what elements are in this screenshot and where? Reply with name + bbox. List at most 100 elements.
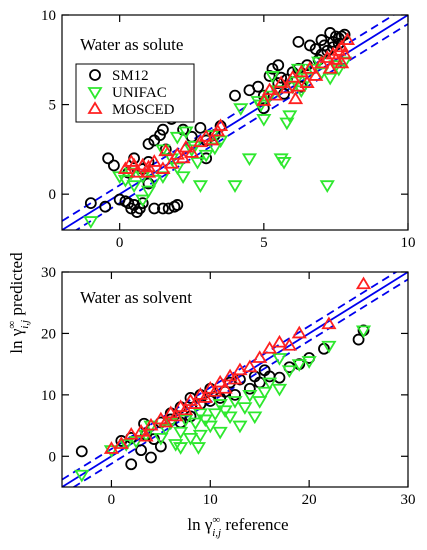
point-mosced: [169, 147, 185, 160]
point-unifac: [182, 432, 199, 446]
point-mosced: [207, 384, 223, 397]
point-sm12: [315, 34, 328, 46]
y-axis-label: ln γ∞i,j predicted: [6, 252, 31, 354]
point-mosced: [262, 82, 278, 96]
point-unifac: [247, 411, 263, 425]
tolerance-line: [74, 23, 408, 230]
point-unifac: [222, 411, 238, 425]
point-sm12: [84, 197, 97, 210]
point-mosced: [158, 143, 174, 157]
point-mosced: [212, 374, 228, 388]
legend-marker-unifac: [87, 87, 103, 100]
point-mosced: [158, 414, 174, 428]
point-unifac: [169, 131, 185, 145]
point-unifac: [190, 442, 207, 455]
point-unifac: [271, 353, 288, 366]
point-sm12: [292, 35, 305, 48]
point-unifac: [178, 126, 194, 140]
point-unifac: [279, 117, 295, 131]
point-mosced: [138, 428, 154, 442]
point-unifac: [290, 63, 307, 77]
point-mosced: [217, 380, 233, 394]
point-mosced: [133, 423, 149, 437]
legend: SM12 UNIFAC MOSCED: [75, 63, 195, 123]
panel-water-as-solvent: 0 10 20 30 0 10 20 30 Water as solvent: [41, 265, 416, 508]
point-unifac: [227, 396, 243, 409]
point-sm12: [263, 70, 276, 82]
point-mosced: [322, 61, 338, 74]
point-sm12: [157, 202, 169, 215]
point-unifac: [242, 389, 258, 403]
point-sm12: [252, 80, 264, 93]
point-unifac: [118, 439, 134, 452]
point-unifac: [197, 414, 213, 428]
point-unifac: [189, 157, 206, 170]
panel-title: Water as solvent: [80, 288, 192, 307]
point-unifac: [187, 417, 204, 431]
point-sm12: [194, 121, 207, 134]
x-tick-label: 0: [108, 492, 116, 508]
point-sm12: [243, 382, 256, 395]
point-sm12: [145, 451, 157, 464]
point-sm12: [304, 39, 316, 52]
point-mosced: [291, 325, 307, 339]
point-mosced: [334, 39, 350, 53]
point-sm12: [102, 152, 115, 165]
point-mosced: [273, 75, 289, 88]
point-sm12: [273, 371, 286, 384]
y-tick-label: 5: [49, 98, 57, 114]
point-unifac: [276, 157, 292, 170]
point-mosced: [184, 145, 200, 158]
point-unifac: [192, 429, 208, 443]
point-sm12: [229, 388, 241, 401]
point-mosced: [210, 123, 226, 137]
point-unifac: [321, 340, 337, 354]
plot-frame: [61, 271, 409, 488]
point-unifac: [158, 423, 174, 437]
point-mosced: [197, 390, 213, 403]
point-unifac: [331, 63, 347, 77]
point-mosced: [290, 78, 307, 92]
point-sm12: [75, 445, 88, 458]
point-unifac: [212, 135, 229, 149]
point-unifac: [198, 149, 214, 163]
point-mosced: [308, 68, 324, 81]
point-unifac: [83, 216, 99, 229]
point-mosced: [287, 91, 304, 105]
point-unifac: [135, 194, 151, 208]
point-unifac: [291, 359, 307, 372]
point-sm12: [135, 444, 147, 457]
point-mosced: [242, 359, 258, 373]
point-sm12: [275, 71, 288, 84]
y-tick-label: 10: [41, 388, 56, 404]
point-sm12: [157, 123, 169, 136]
point-sm12: [352, 333, 365, 346]
point-sm12: [171, 199, 184, 211]
point-mosced: [319, 50, 335, 63]
point-unifac: [212, 426, 228, 440]
point-unifac: [264, 71, 281, 84]
point-sm12: [272, 59, 285, 72]
point-mosced: [168, 408, 184, 422]
point-unifac: [192, 180, 208, 193]
point-unifac: [217, 405, 233, 418]
point-unifac: [173, 442, 189, 455]
point-mosced: [334, 55, 350, 69]
point-sm12: [148, 202, 161, 215]
point-sm12: [125, 202, 138, 215]
point-sm12: [131, 206, 143, 218]
point-unifac: [207, 408, 223, 422]
point-unifac: [281, 365, 297, 379]
point-sm12: [136, 197, 149, 210]
point-unifac: [126, 180, 142, 193]
point-unifac: [262, 90, 278, 104]
point-mosced: [299, 75, 315, 88]
point-sm12: [142, 138, 155, 150]
point-unifac: [271, 383, 288, 397]
point-unifac: [74, 469, 90, 483]
point-mosced: [146, 154, 162, 167]
point-sm12: [168, 200, 181, 213]
point-unifac: [212, 399, 228, 412]
point-unifac: [237, 402, 253, 415]
point-mosced: [267, 87, 283, 101]
